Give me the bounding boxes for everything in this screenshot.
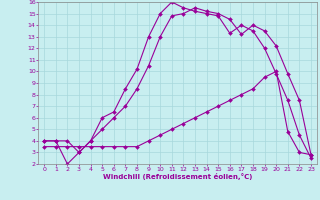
X-axis label: Windchill (Refroidissement éolien,°C): Windchill (Refroidissement éolien,°C) — [103, 173, 252, 180]
